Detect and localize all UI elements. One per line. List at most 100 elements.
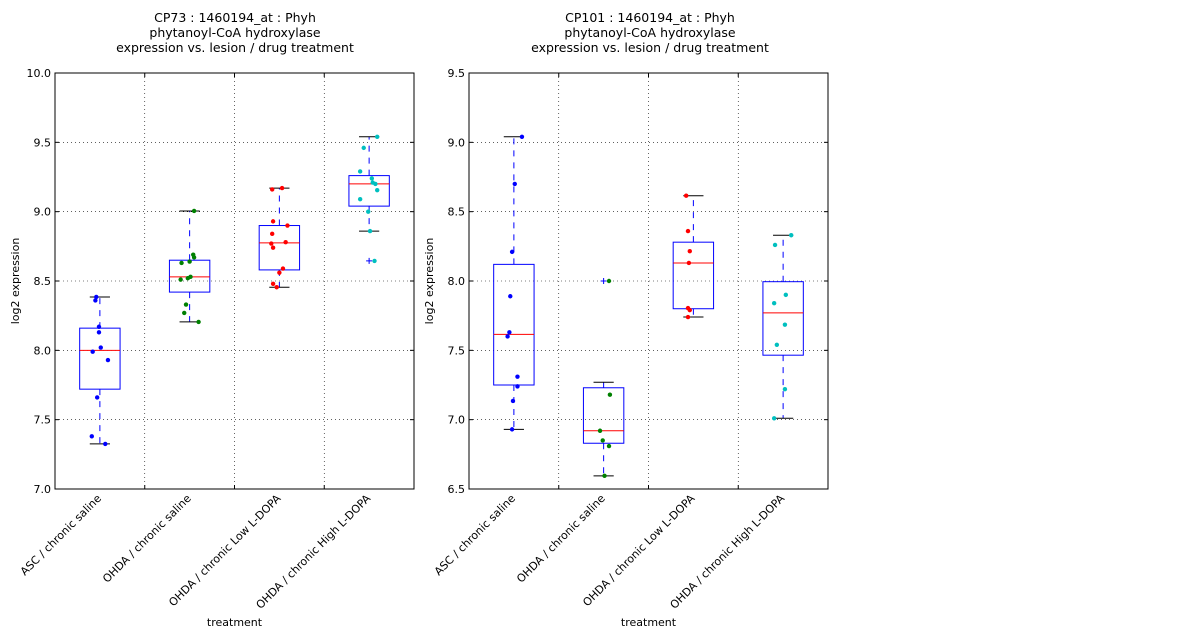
y-tick-label: 9.0: [34, 206, 52, 219]
data-point: [782, 386, 788, 392]
y-tick-label: 7.5: [448, 344, 466, 357]
y-tick-label: 8.0: [448, 275, 466, 288]
data-point: [606, 443, 612, 449]
box-iqr: [348, 175, 390, 207]
data-point: [685, 314, 691, 320]
chart-title-line: CP101 : 1460194_at : Phyh: [565, 10, 735, 25]
data-point: [96, 324, 102, 329]
data-point: [270, 219, 276, 224]
data-point: [280, 266, 286, 271]
data-point: [93, 298, 98, 303]
data-point: [98, 345, 103, 350]
y-tick-label: 10.0: [27, 67, 52, 80]
data-point: [357, 196, 363, 202]
data-point: [90, 349, 95, 354]
data-point: [285, 223, 290, 228]
data-point: [283, 239, 288, 245]
data-point: [597, 428, 603, 433]
data-point: [269, 231, 275, 237]
data-point: [94, 395, 100, 400]
y-axis-label: log2 expression: [423, 238, 436, 325]
x-axis-label: treatment: [621, 616, 677, 629]
data-point: [361, 145, 366, 151]
data-point: [357, 169, 363, 174]
data-point: [687, 307, 692, 313]
data-point: [771, 416, 777, 421]
data-point: [185, 276, 191, 281]
data-point: [183, 302, 189, 307]
data-point: [505, 334, 510, 339]
y-tick-label: 9.0: [448, 136, 466, 149]
data-point: [270, 245, 276, 250]
data-point: [602, 473, 607, 479]
data-point: [509, 427, 515, 432]
data-point: [369, 176, 375, 181]
data-point: [519, 134, 525, 139]
data-point: [366, 209, 371, 214]
data-point: [182, 310, 187, 316]
data-point: [105, 357, 111, 363]
data-point: [510, 398, 516, 404]
data-point: [96, 330, 102, 335]
chart-title-line: expression vs. lesion / drug treatment: [116, 40, 354, 55]
data-point: [607, 392, 613, 397]
data-point: [179, 260, 184, 266]
data-point: [512, 181, 517, 187]
data-point: [782, 322, 788, 327]
chart-title-line: phytanoyl-CoA hydroxylase: [149, 25, 320, 40]
y-axis-label: log2 expression: [9, 238, 22, 325]
data-point: [191, 208, 197, 214]
data-point: [277, 270, 282, 275]
data-point: [178, 277, 183, 282]
data-point: [191, 255, 197, 260]
y-tick-label: 7.0: [34, 483, 52, 496]
data-point: [372, 258, 377, 264]
x-axis-label: treatment: [207, 616, 263, 629]
box-iqr: [258, 225, 301, 271]
y-tick-label: 8.5: [448, 206, 466, 219]
chart-title-line: phytanoyl-CoA hydroxylase: [564, 25, 735, 40]
y-tick-label: 8.5: [34, 275, 52, 288]
box-iqr: [762, 281, 804, 356]
data-point: [103, 441, 108, 447]
data-point: [783, 292, 789, 298]
data-point: [606, 278, 612, 284]
data-point: [515, 374, 520, 379]
data-point: [600, 438, 605, 443]
data-point: [367, 228, 373, 234]
data-point: [509, 249, 515, 255]
outlier-marker: [600, 278, 607, 284]
y-tick-label: 9.5: [34, 136, 52, 149]
data-point: [508, 294, 513, 299]
chart-title-line: expression vs. lesion / drug treatment: [531, 40, 769, 55]
data-point: [187, 259, 192, 264]
outlier-marker: [366, 257, 373, 264]
data-point: [507, 330, 512, 335]
y-tick-label: 8.0: [34, 344, 52, 357]
box-group-1: [493, 136, 535, 430]
data-point: [375, 134, 380, 139]
data-point: [269, 187, 275, 192]
box-group-3: [672, 195, 715, 318]
y-tick-label: 6.5: [448, 483, 466, 496]
box-iqr: [672, 241, 715, 310]
data-point: [685, 228, 691, 234]
data-point: [373, 181, 378, 187]
data-point: [686, 260, 692, 266]
data-point: [789, 233, 794, 238]
data-point: [269, 241, 274, 246]
data-point: [89, 434, 94, 439]
y-tick-label: 7.0: [448, 414, 466, 427]
data-point: [196, 319, 201, 325]
data-point: [771, 300, 777, 306]
data-point: [683, 193, 689, 198]
data-point: [279, 185, 285, 191]
data-point: [687, 248, 692, 254]
chart-title-line: CP73 : 1460194_at : Phyh: [154, 10, 316, 25]
box-iqr: [493, 263, 535, 386]
y-tick-label: 7.5: [34, 414, 52, 427]
data-point: [772, 242, 778, 248]
box-iqr: [582, 387, 625, 444]
